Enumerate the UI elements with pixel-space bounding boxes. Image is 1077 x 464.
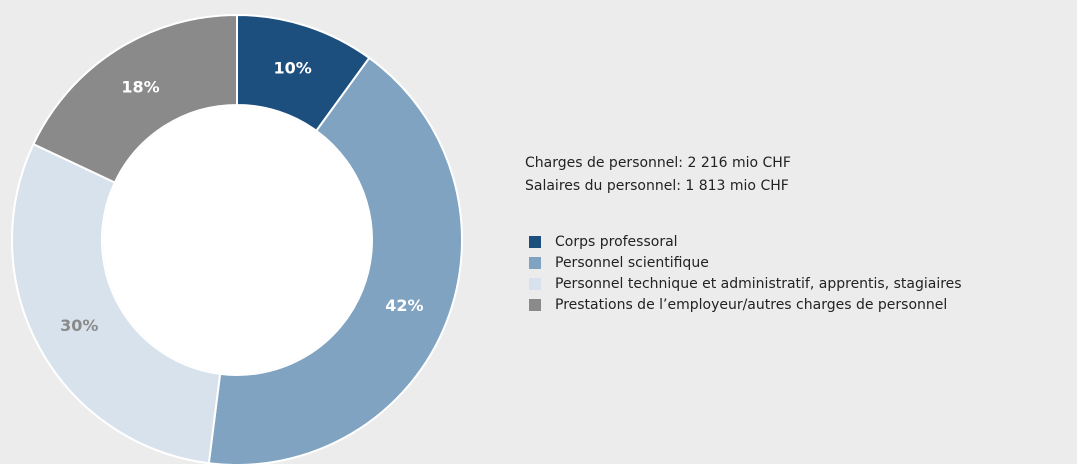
legend-swatch xyxy=(529,299,541,311)
legend-swatch xyxy=(529,236,541,248)
legend-swatch xyxy=(529,257,541,269)
legend-label: Prestations de l’employeur/autres charge… xyxy=(555,297,947,313)
annotation: Salaires du personnel: 1 813 mio CHF xyxy=(525,178,789,194)
legend-label: Personnel scientifique xyxy=(555,255,709,271)
legend-swatch xyxy=(529,278,541,290)
value-label: 10% xyxy=(273,58,311,77)
slice xyxy=(32,13,238,184)
annotation: Charges de personnel: 2 216 mio CHF xyxy=(525,155,791,171)
legend-label: Personnel technique et administratif, ap… xyxy=(555,276,962,292)
value-label: 30% xyxy=(60,316,98,335)
donut-hole xyxy=(103,106,371,374)
slice xyxy=(207,56,463,464)
slice xyxy=(11,142,222,464)
value-label: 42% xyxy=(385,296,423,315)
legend-label: Corps professoral xyxy=(555,234,678,250)
value-label: 18% xyxy=(121,78,159,97)
